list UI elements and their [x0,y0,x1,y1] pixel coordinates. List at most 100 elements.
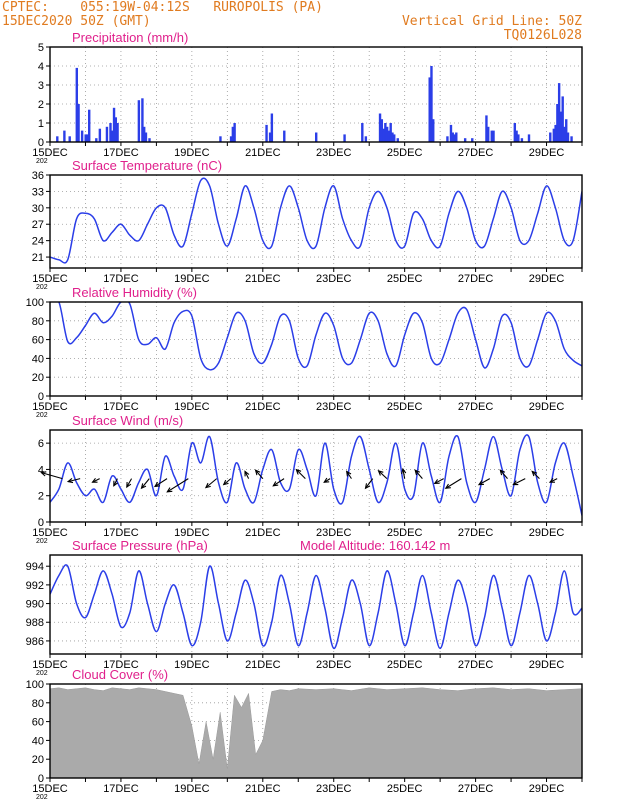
x-tick-label: 25DEC [387,659,423,671]
x-tick-label: 29DEC [529,401,565,413]
panel-frame [49,301,583,397]
wind-arrow-head [499,469,506,476]
precip-bar [68,136,71,142]
x-tick-label: 25DEC [387,273,423,285]
precip-bar [114,117,118,142]
wind-arrow-head [295,468,302,475]
x-tick-label: 19DEC [174,527,210,539]
precip-bar [485,115,488,142]
precip-bar [315,132,318,142]
precip-bar [75,67,78,142]
x-tick-label: 15DEC [32,273,68,285]
panel-2 [46,174,583,272]
y-tick-label: 30 [32,203,44,215]
precip-bar [428,77,431,142]
precip-bar [565,119,568,142]
wind-arrow-shaft [126,478,133,488]
y-tick-label: 2 [38,491,44,503]
x-tick-label: 23DEC [316,273,352,285]
wind-arrow-head [531,470,538,477]
precip-bar [380,119,384,142]
wind-arrow-shaft [531,471,540,480]
y-tick-label: 990 [26,599,44,611]
precip-bar [385,126,389,142]
precip-bar [268,132,272,142]
precip-bar [563,126,566,142]
precip-bar [513,123,517,142]
precip-bar [382,128,385,142]
precip-bar [556,104,559,142]
x-tick-label: 23DEC [316,527,352,539]
panel-frame [49,554,583,655]
precip-bar [265,124,268,142]
x-tick-label: 15DEC [32,401,68,413]
x-tick-label: 23DEC [316,659,352,671]
panel-5 [46,554,583,658]
precip-bar [570,136,573,142]
year-label: 202 [36,794,48,800]
precip-bar [137,100,141,142]
precip-bar [559,111,563,142]
wind-arrow-shaft [445,478,462,489]
x-tick-label: 21DEC [245,659,281,671]
x-tick-label: 27DEC [458,401,494,413]
wind-arrow-head [40,471,47,477]
panel-title: Surface Temperature (nC) [72,158,222,173]
precip-bar [361,123,364,142]
wind-arrow-head [113,480,119,487]
panel-1 [46,46,583,146]
wind-arrow-shaft [549,478,558,483]
wind-arrow-shaft [295,469,306,480]
precip-bar [391,132,394,142]
wind-arrow-shaft [434,478,444,484]
year-label: 202 [36,412,48,419]
y-tick-label: 0 [38,137,44,149]
precip-bar [56,136,59,142]
precip-bar [387,130,391,142]
y-tick-label: 60 [32,717,44,729]
precip-bar [455,132,458,142]
y-tick-label: 100 [26,297,44,309]
wind-arrow-head [166,487,173,493]
precip-bar [453,134,456,142]
series-line [50,434,582,516]
x-tick-label: 29DEC [529,783,565,795]
precip-bar [566,132,570,142]
year-label: 202 [36,158,48,165]
precip-bar [364,136,368,142]
x-tick-label: 23DEC [316,783,352,795]
y-tick-label: 24 [32,236,44,248]
precip-bar [430,66,433,142]
x-tick-label: 15DEC [32,659,68,671]
panel-6 [46,683,583,782]
wind-arrow-head [414,469,421,476]
wind-arrow-shaft [365,478,374,489]
wind-arrow-head [433,479,440,484]
year-label: 202 [36,284,48,291]
wind-arrow-head [244,470,250,477]
x-tick-label: 29DEC [529,527,565,539]
series-line [50,302,582,371]
precip-bar [63,130,66,142]
x-tick-label: 19DEC [174,401,210,413]
wind-arrow-head [254,469,261,476]
y-tick-label: 6 [38,438,44,450]
precip-bar [471,138,474,142]
x-tick-label: 27DEC [458,783,494,795]
y-tick-label: 0 [38,391,44,403]
x-tick-label: 27DEC [458,147,494,159]
precip-bar [219,136,222,142]
precip-bar [432,119,435,142]
y-tick-label: 40 [32,735,44,747]
precip-bar [549,132,552,142]
precip-bar [84,134,87,142]
precip-bar [112,107,116,142]
y-tick-label: 20 [32,372,44,384]
x-tick-label: 21DEC [245,401,281,413]
x-tick-label: 17DEC [103,273,139,285]
x-tick-label: 17DEC [103,401,139,413]
y-tick-label: 988 [26,617,44,629]
precip-bar [88,109,91,142]
panel-title: Cloud Cover (%) [72,667,168,682]
precip-bar [80,130,84,142]
